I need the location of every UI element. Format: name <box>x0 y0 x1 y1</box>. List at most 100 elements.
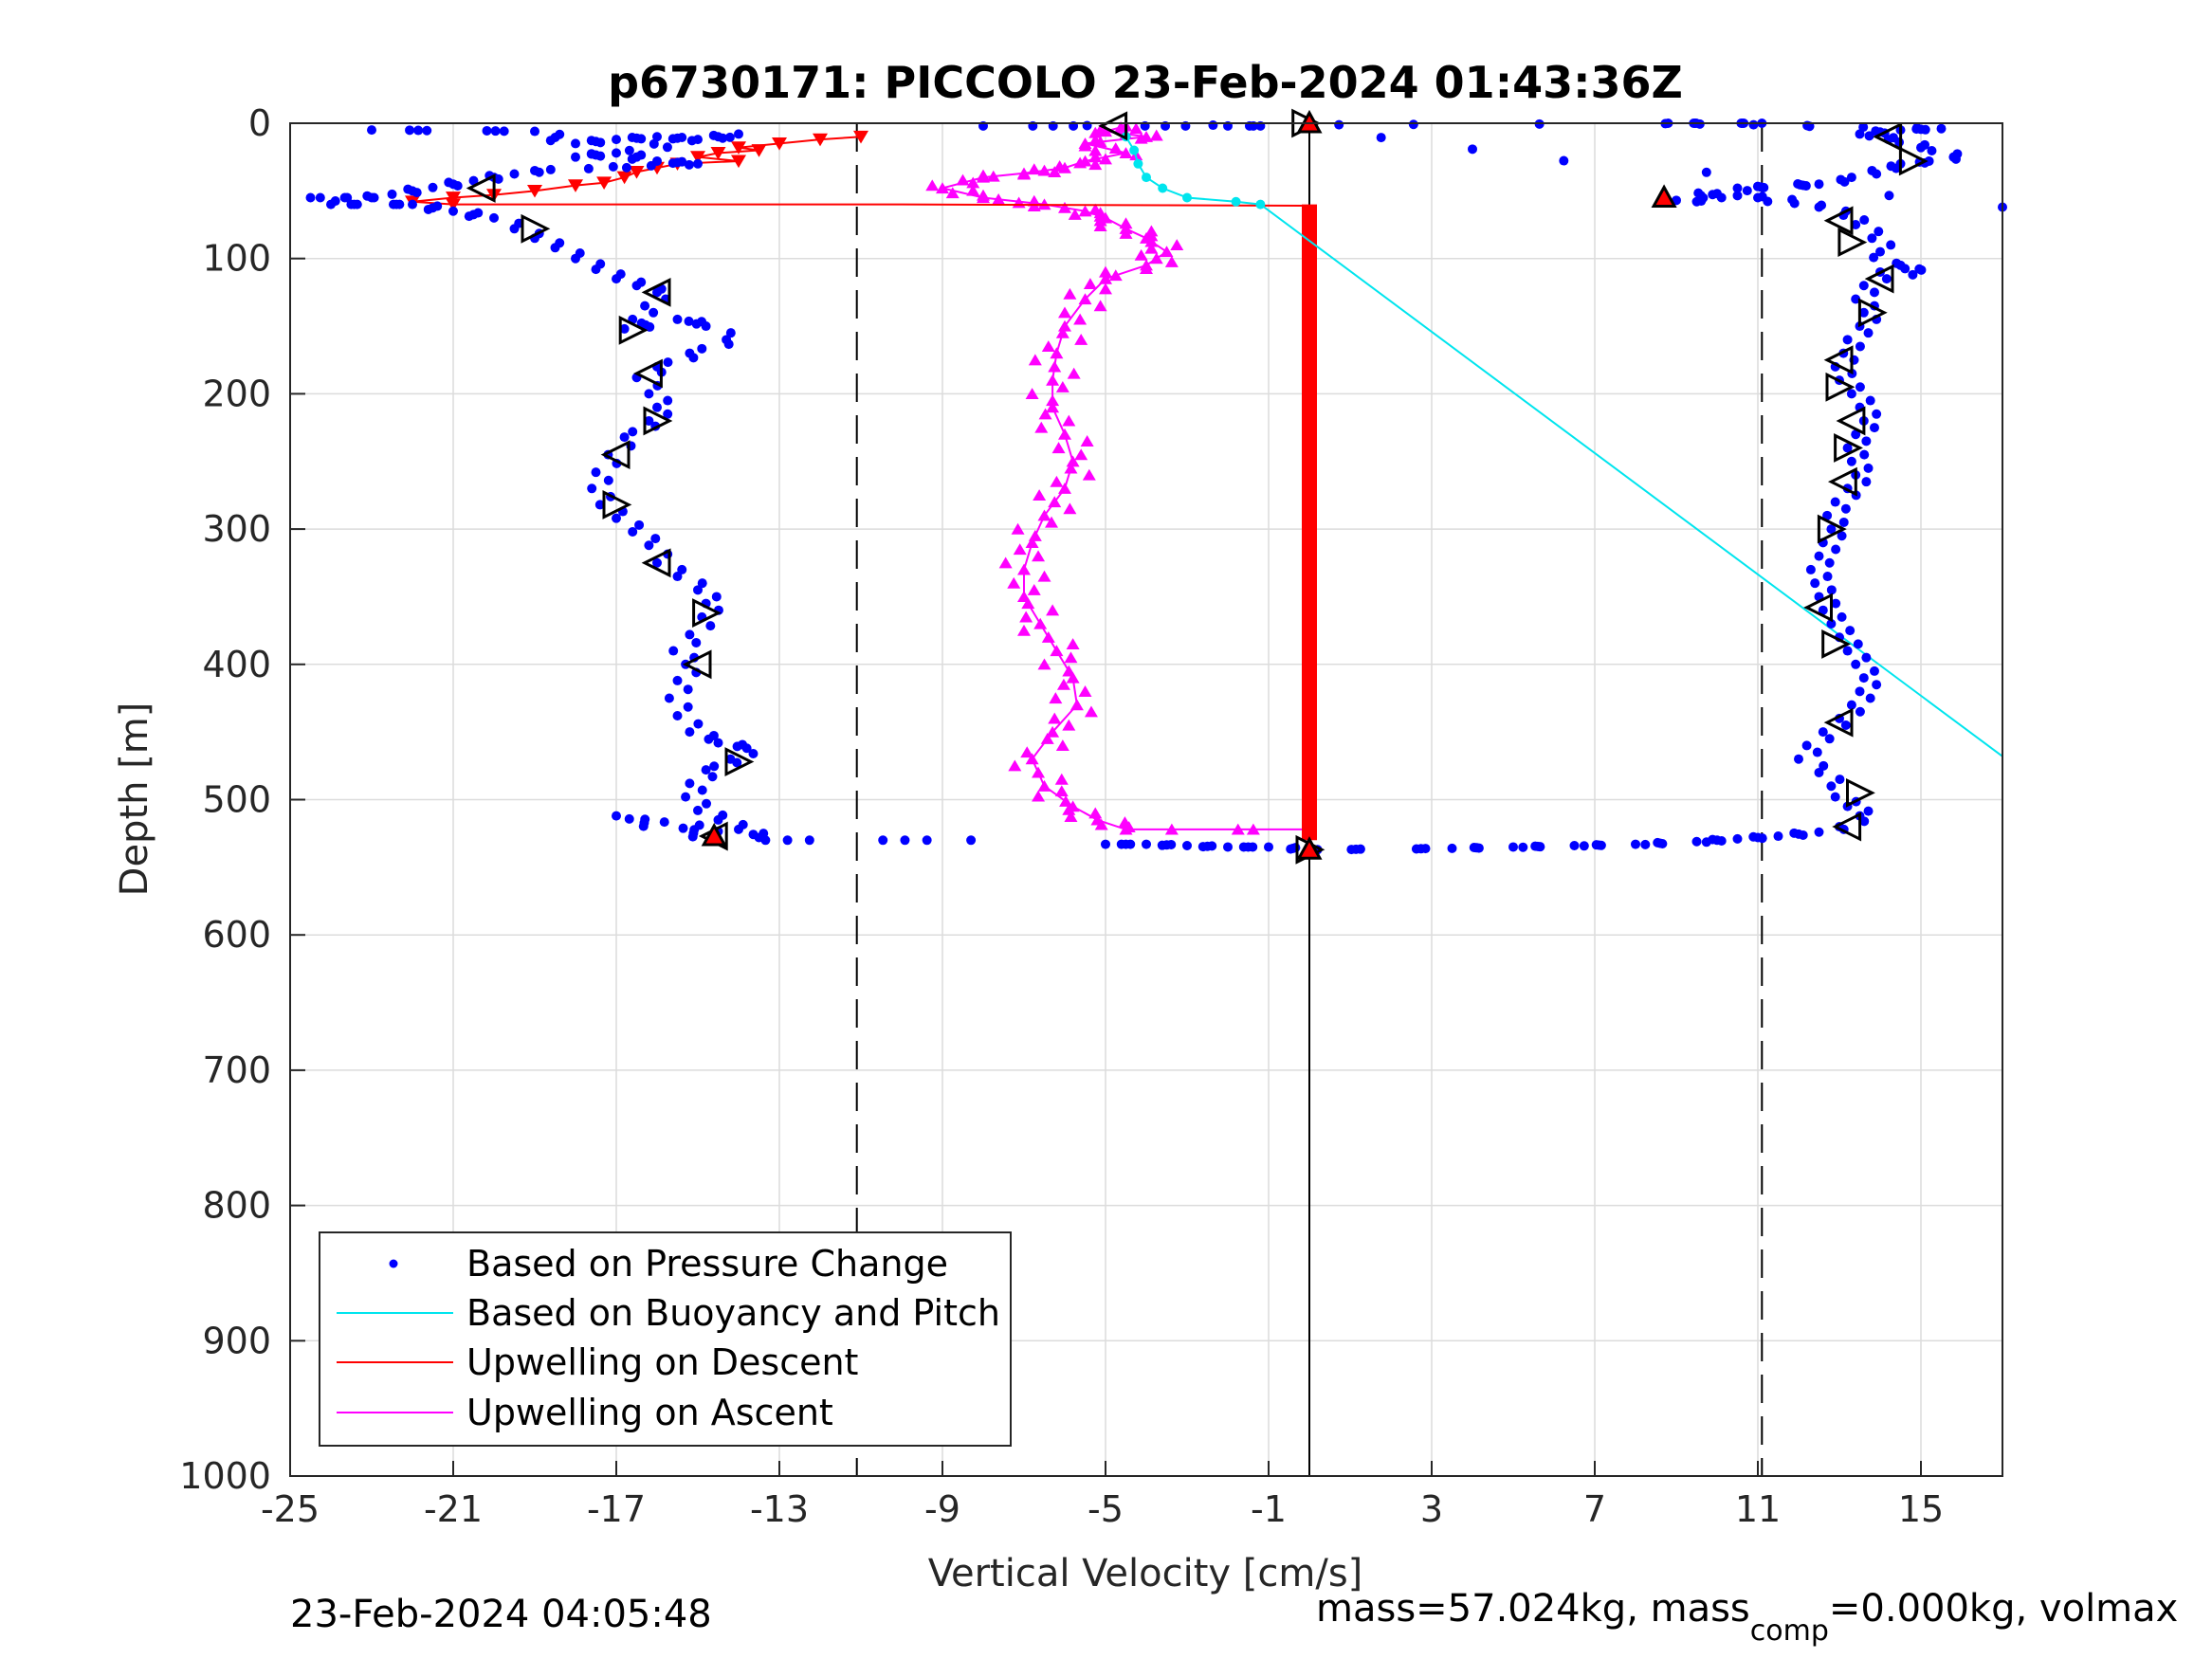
legend-box <box>319 1231 1012 1447</box>
ascent-upwelling-point <box>1027 163 1041 175</box>
ascent-upwelling-point <box>1058 201 1071 213</box>
pressure-change-point-descent <box>684 159 694 170</box>
x-tick-label: 11 <box>1735 1488 1781 1530</box>
ascent-upwelling-point <box>1017 563 1031 575</box>
pressure-change-point-descent <box>628 526 638 537</box>
y-tick-label: 1000 <box>179 1455 271 1497</box>
ascent-upwelling-point <box>1099 153 1112 165</box>
pressure-change-point-descent <box>489 212 499 223</box>
pressure-change-point-ascent <box>1238 842 1249 852</box>
pressure-change-point-descent <box>668 646 679 656</box>
descent-upwelling-point <box>731 141 746 155</box>
open-triangle-marker <box>1832 811 1862 842</box>
pressure-change-point-descent <box>804 835 814 846</box>
pressure-change-point-descent <box>760 835 771 846</box>
pressure-change-point-ascent <box>1752 181 1763 191</box>
ascent-upwelling-point <box>1038 408 1052 420</box>
ascent-upwelling-point <box>1048 496 1062 508</box>
pressure-change-point-ascent <box>1508 842 1518 852</box>
ascent-upwelling-point <box>1050 347 1064 359</box>
pressure-change-point-descent <box>672 314 683 324</box>
pressure-change-point-ascent <box>1863 328 1874 338</box>
pressure-change-point-descent <box>704 734 714 744</box>
ascent-upwelling-point <box>1032 766 1046 778</box>
pressure-change-point-descent <box>608 161 618 172</box>
ascent-upwelling-point <box>1064 651 1078 664</box>
pressure-change-point-descent <box>683 702 693 712</box>
ascent-upwelling-point <box>1093 220 1107 232</box>
pressure-change-point-descent <box>697 343 707 354</box>
open-triangle-marker <box>641 277 671 307</box>
pressure-change-point-descent <box>530 126 539 137</box>
ascent-upwelling-point <box>1046 394 1060 407</box>
ascent-upwelling-point <box>966 176 980 189</box>
pressure-change-point-descent <box>571 253 580 264</box>
pressure-change-point-ascent <box>1408 119 1418 130</box>
pressure-change-point-ascent <box>1884 191 1894 201</box>
pressure-change-point-descent <box>702 798 712 809</box>
pressure-change-point-ascent <box>1653 837 1663 848</box>
pressure-change-point-ascent <box>1846 389 1856 399</box>
ascent-upwelling-point <box>1037 570 1051 582</box>
descent-upwelling-point <box>446 198 461 211</box>
pressure-change-point-ascent <box>1889 133 1899 143</box>
open-triangle-marker <box>641 548 671 578</box>
pressure-change-point-ascent <box>1858 122 1869 133</box>
pressure-change-point-ascent <box>1716 192 1727 203</box>
open-triangle-marker <box>1898 146 1929 176</box>
descent-upwelling-point <box>772 137 787 151</box>
pressure-change-point-descent <box>411 188 422 198</box>
pressure-change-point-ascent <box>1835 775 1845 785</box>
pressure-change-point-ascent <box>1826 781 1837 792</box>
ascent-upwelling-point <box>1058 161 1071 173</box>
pressure-change-point-descent <box>468 175 479 186</box>
ascent-upwelling-point <box>1073 313 1088 325</box>
y-tick-label: 700 <box>202 1049 271 1091</box>
pressure-change-point-descent <box>685 629 695 640</box>
pressure-change-point-descent <box>684 316 694 326</box>
descent-upwelling-point <box>853 130 868 144</box>
ascent-upwelling-point <box>992 192 1006 205</box>
pressure-change-point-descent <box>619 432 630 443</box>
ascent-upwelling-point <box>1058 319 1071 332</box>
x-tick-label: 7 <box>1583 1488 1606 1530</box>
pressure-change-point-descent <box>732 741 742 752</box>
pressure-change-point-descent <box>662 142 672 153</box>
pressure-change-point-descent <box>734 129 743 139</box>
pressure-change-point-descent <box>638 821 649 831</box>
pressure-change-point-ascent <box>1264 842 1273 852</box>
open-triangle-marker <box>1823 345 1854 375</box>
ascent-upwelling-point <box>1093 136 1107 148</box>
pressure-change-point-descent <box>691 637 702 647</box>
pressure-change-point-ascent <box>1818 727 1828 738</box>
pressure-change-point-ascent <box>1858 673 1869 684</box>
open-triangle-marker <box>633 358 663 389</box>
ascent-upwelling-point <box>1164 823 1179 835</box>
pressure-change-point-descent <box>878 835 888 846</box>
pressure-change-point-ascent <box>1874 227 1884 237</box>
ascent-upwelling-point <box>1041 630 1055 643</box>
x-tick-label: -21 <box>424 1488 483 1530</box>
pressure-change-point-descent <box>423 204 433 214</box>
ascent-upwelling-point <box>1066 455 1080 467</box>
ascent-upwelling-point <box>1088 151 1103 163</box>
ascent-upwelling-point <box>1129 122 1143 135</box>
ascent-upwelling-point <box>1080 435 1094 447</box>
pressure-change-point-ascent <box>1691 836 1702 847</box>
ascent-upwelling-point <box>1037 164 1051 176</box>
pressure-change-point-ascent <box>1872 680 1882 690</box>
pressure-change-point-descent <box>603 475 613 485</box>
y-tick-label: 500 <box>202 779 271 821</box>
ascent-upwelling-point <box>1032 550 1046 562</box>
pressure-change-point-ascent <box>1826 524 1837 535</box>
ascent-upwelling-point <box>1056 678 1070 690</box>
pressure-change-point-descent <box>571 138 580 149</box>
ascent-upwelling-point <box>1064 462 1078 474</box>
ascent-upwelling-point <box>1160 246 1174 258</box>
data-layer <box>305 108 2007 865</box>
pressure-change-point-ascent <box>1840 503 1851 514</box>
pressure-change-point-descent <box>672 572 683 582</box>
open-triangle-marker <box>1823 707 1854 738</box>
footer-mass-suffix: =0.000kg, volmax <box>1829 1587 2178 1631</box>
pressure-change-point-ascent <box>1142 839 1151 849</box>
